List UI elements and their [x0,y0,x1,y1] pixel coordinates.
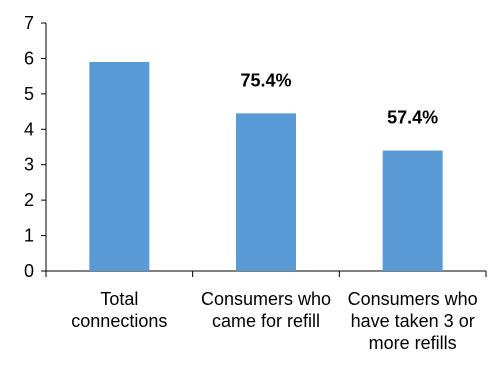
y-tick-label: 7 [24,13,34,33]
y-tick-label: 1 [24,226,34,246]
x-tick-label: Consumers who [201,289,331,309]
x-tick-label: Total [100,289,138,309]
data-label: 75.4% [240,70,291,90]
y-tick-label: 3 [24,155,34,175]
x-tick-label: Consumers who [348,289,478,309]
x-tick-label: came for refill [212,311,320,331]
x-tick-label: connections [71,311,167,331]
bar [382,150,443,271]
x-tick-label: have taken 3 or [351,311,475,331]
y-tick-label: 0 [24,261,34,281]
bar [236,113,296,271]
data-label: 57.4% [387,108,438,128]
bar [89,61,150,271]
bars [89,61,443,271]
y-tick-label: 5 [24,84,34,104]
x-tick-label: more refills [369,333,457,353]
y-tick-label: 6 [24,48,34,68]
y-tick-label: 2 [24,190,34,210]
y-tick-label: 4 [24,119,34,139]
